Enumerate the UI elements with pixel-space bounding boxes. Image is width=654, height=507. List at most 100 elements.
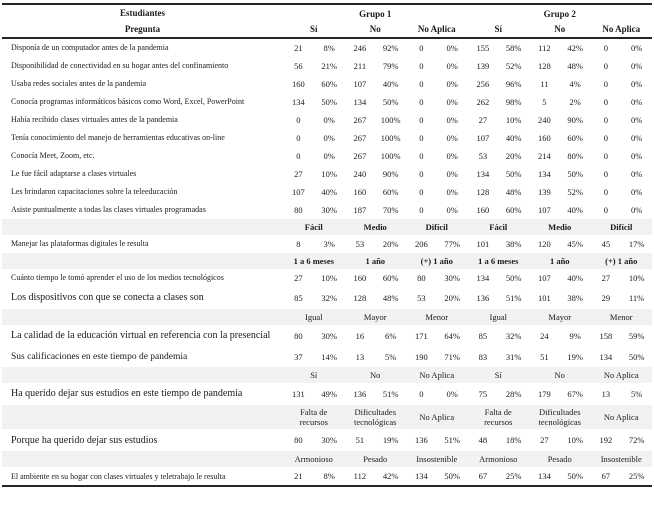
percent-cell: 0% xyxy=(630,187,643,197)
question-row: Conocía Meet, Zoom, etc. 0 0% 267 100% 0 0% 53 2… xyxy=(2,147,652,165)
question-row: Les brindaron capacitaciones sobre la te… xyxy=(2,183,652,201)
count-cell: 27 xyxy=(540,435,549,446)
scale-label: Mayor xyxy=(548,311,572,322)
count-cell: 27 xyxy=(294,169,303,179)
scale-label: Armonioso xyxy=(294,454,333,465)
percent-cell: 38% xyxy=(505,239,522,249)
question-cell: Disponía de un computador antes de la pa… xyxy=(11,43,169,53)
percent-cell: 20% xyxy=(382,239,399,249)
percent-cell: 40% xyxy=(382,79,399,89)
scale-label: No Aplica xyxy=(419,369,455,380)
count-cell: 160 xyxy=(292,79,305,89)
percent-cell: 0% xyxy=(630,169,643,179)
count-cell: 107 xyxy=(353,79,367,89)
percent-cell: 51% xyxy=(505,293,522,303)
count-cell: 0 xyxy=(419,97,424,107)
percent-cell: 40% xyxy=(505,133,522,143)
percent-cell: 0% xyxy=(446,61,458,71)
percent-cell: 51% xyxy=(444,435,460,446)
count-cell: 24 xyxy=(540,331,549,341)
percent-cell: 72% xyxy=(628,435,645,446)
percent-cell: 9% xyxy=(569,331,581,341)
scale-subheader-row: Sí No No Aplica Sí No No Aplica xyxy=(2,367,652,383)
question-row: Cuánto tiempo le tomó aprender el uso de… xyxy=(2,269,652,287)
percent-cell: 10% xyxy=(628,273,645,283)
question-cell: La calidad de la educación virtual en re… xyxy=(11,330,271,342)
question-row: Le fue fácil adaptarse a clases virtuale… xyxy=(2,165,652,183)
count-cell: 29 xyxy=(601,293,611,303)
count-cell: 139 xyxy=(538,187,551,197)
count-cell: 0 xyxy=(603,43,608,53)
count-cell: 16 xyxy=(355,331,365,341)
percent-cell: 60% xyxy=(505,205,522,215)
scale-label: Igual xyxy=(489,311,507,322)
percent-cell: 10% xyxy=(505,115,522,125)
count-cell: 267 xyxy=(353,133,367,143)
percent-cell: 19% xyxy=(382,435,399,446)
count-cell: 80 xyxy=(294,205,303,215)
count-cell: 5 xyxy=(542,97,547,107)
question-header: Pregunta xyxy=(124,23,161,34)
question-cell: Disponibilidad de conectividad en su hog… xyxy=(11,61,229,71)
scale-subheader-row: Falta de recursos Dificultades tecnológic… xyxy=(2,405,652,430)
count-cell: 0 xyxy=(419,151,424,161)
percent-cell: 0% xyxy=(446,79,458,89)
col-header-no-g2: No xyxy=(554,24,566,34)
percent-cell: 90% xyxy=(567,115,583,125)
percent-cell: 64% xyxy=(444,331,460,341)
count-cell: 8 xyxy=(296,239,301,249)
percent-cell: 20% xyxy=(505,151,522,161)
percent-cell: 0% xyxy=(446,115,458,125)
percent-cell: 0% xyxy=(630,115,643,125)
column-header-row: Pregunta Sí No No Aplica Sí No No Aplica xyxy=(2,22,652,39)
question-row: Disponía de un computador antes de la pa… xyxy=(2,39,652,57)
scale-subheader-row: Igual Mayor Menor Igual Mayor Menor xyxy=(2,309,652,325)
scale-label: Fácil xyxy=(489,221,508,232)
percent-cell: 40% xyxy=(321,187,337,197)
percent-cell: 4% xyxy=(569,79,581,89)
scale-subheader-row: 1 a 6 meses 1 año (+) 1 año 1 a 6 meses 1 añ… xyxy=(2,253,652,269)
count-cell: 160 xyxy=(353,187,367,197)
question-cell: Ha querido dejar sus estudios en este ti… xyxy=(11,388,243,400)
col-header-si-g1: Sí xyxy=(309,24,318,34)
percent-cell: 0% xyxy=(630,43,643,53)
count-cell: 256 xyxy=(476,79,490,89)
percent-cell: 32% xyxy=(505,331,522,341)
count-cell: 0 xyxy=(603,151,608,161)
percent-cell: 100% xyxy=(380,151,401,161)
percent-cell: 20% xyxy=(444,293,460,303)
count-cell: 0 xyxy=(603,169,608,179)
percent-cell: 2% xyxy=(569,97,581,107)
count-cell: 139 xyxy=(476,61,490,71)
question-cell: Sus calificaciones en este tiempo de pan… xyxy=(11,351,188,362)
count-cell: 179 xyxy=(538,389,551,399)
count-cell: 0 xyxy=(603,187,608,197)
percent-cell: 0% xyxy=(323,115,335,125)
count-cell: 267 xyxy=(353,115,367,125)
count-cell: 262 xyxy=(476,97,490,107)
percent-cell: 0% xyxy=(446,169,458,179)
count-cell: 53 xyxy=(355,239,365,249)
percent-cell: 0% xyxy=(323,133,335,143)
percent-cell: 42% xyxy=(567,43,583,53)
percent-cell: 32% xyxy=(321,293,337,303)
percent-cell: 50% xyxy=(321,97,337,107)
count-cell: 37 xyxy=(294,352,303,362)
percent-cell: 70% xyxy=(382,205,399,215)
count-cell: 101 xyxy=(538,293,551,303)
count-cell: 136 xyxy=(476,293,490,303)
count-cell: 206 xyxy=(415,239,428,249)
scale-label: Dificultades tecnológicas xyxy=(538,407,581,428)
percent-cell: 18% xyxy=(505,435,522,446)
percent-cell: 48% xyxy=(505,187,522,197)
count-cell: 0 xyxy=(419,115,424,125)
count-cell: 112 xyxy=(353,471,367,482)
percent-cell: 79% xyxy=(382,61,399,71)
count-cell: 101 xyxy=(476,239,490,249)
count-cell: 0 xyxy=(419,79,424,89)
percent-cell: 100% xyxy=(380,133,401,143)
percent-cell: 40% xyxy=(567,273,583,283)
question-cell: Asiste puntualmente a todas las clases v… xyxy=(11,205,206,215)
scale-label: No xyxy=(554,369,565,380)
percent-cell: 51% xyxy=(382,389,399,399)
